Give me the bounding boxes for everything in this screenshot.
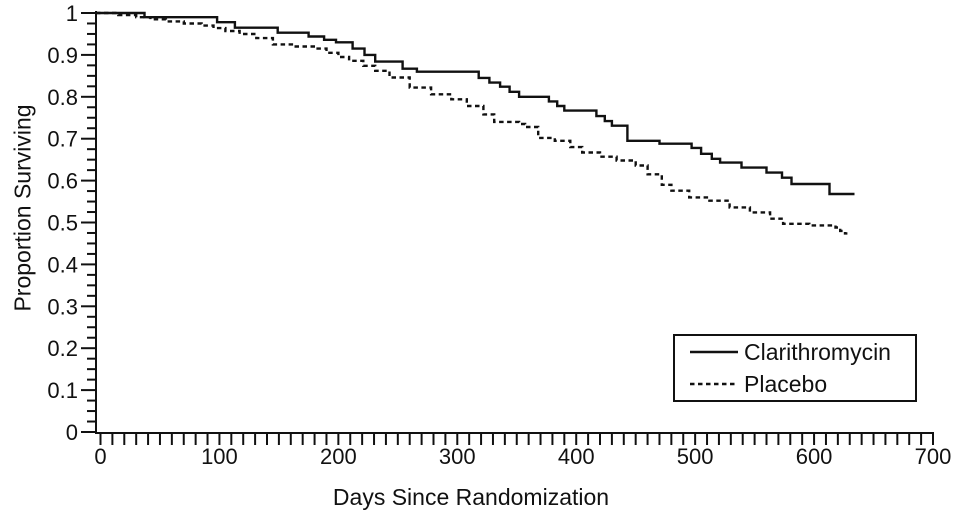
y-tick-label: 0.7 <box>47 127 78 152</box>
legend-label-placebo: Placebo <box>744 370 828 397</box>
y-tick-label: 0.3 <box>47 294 78 319</box>
x-tick-label: 100 <box>201 444 238 469</box>
y-tick-label: 0 <box>66 420 78 445</box>
dashed-line-sample-icon <box>690 382 738 386</box>
y-axis-title: Proportion Surviving <box>9 104 36 312</box>
y-tick-label: 0.4 <box>47 252 78 277</box>
x-tick-label: 200 <box>320 444 357 469</box>
placebo-curve <box>96 11 848 235</box>
x-tick-label: 300 <box>439 444 476 469</box>
x-tick-label: 600 <box>796 444 833 469</box>
y-tick-label: 1 <box>66 1 78 26</box>
x-tick-label: 0 <box>94 444 106 469</box>
legend: Clarithromycin Placebo <box>673 334 917 402</box>
y-tick-label: 0.1 <box>47 378 78 403</box>
legend-entry-placebo: Placebo <box>690 370 915 398</box>
x-tick-label: 500 <box>677 444 714 469</box>
y-tick-label: 0.6 <box>47 169 78 194</box>
solid-line-sample-icon <box>690 350 738 354</box>
y-tick-label: 0.9 <box>47 43 78 68</box>
clarithromycin-curve <box>96 11 855 196</box>
legend-label-clarithromycin: Clarithromycin <box>744 338 891 365</box>
legend-entry-clarithromycin: Clarithromycin <box>690 338 915 366</box>
x-tick-label: 400 <box>558 444 595 469</box>
x-axis-title: Days Since Randomization <box>332 484 610 510</box>
y-tick-label: 0.5 <box>47 211 78 236</box>
y-tick-label: 0.8 <box>47 85 78 110</box>
y-tick-label: 0.2 <box>47 336 78 361</box>
x-tick-label: 700 <box>915 444 952 469</box>
